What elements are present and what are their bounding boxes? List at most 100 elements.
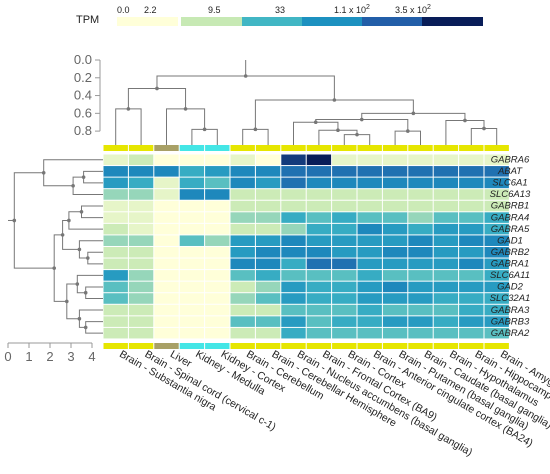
heatmap-cell xyxy=(332,177,357,189)
gene-label: SLC6A13 xyxy=(490,189,531,200)
heatmap-cell xyxy=(433,293,459,304)
heatmap-cell xyxy=(179,270,205,281)
heatmap-cell xyxy=(306,246,332,258)
dendro-link xyxy=(254,99,414,130)
heatmap-cell xyxy=(433,212,459,223)
heatmap-cell xyxy=(484,246,509,258)
heatmap-cell xyxy=(459,177,484,189)
gene-label: GAD2 xyxy=(497,282,524,293)
heatmap-cell xyxy=(255,246,281,258)
heatmap-cell xyxy=(459,258,484,270)
left-axis-label: 3 xyxy=(67,349,74,364)
row-dendro-link xyxy=(78,240,103,259)
gene-labels: GABRA6ABATSLC6A1SLC6A13GABRB1GABRA4GABRA… xyxy=(490,155,531,339)
heatmap-cell xyxy=(332,223,357,235)
heatmap-cell xyxy=(154,200,179,212)
dendro-node xyxy=(359,117,364,122)
heatmap-cell xyxy=(103,258,128,270)
heatmap-cell xyxy=(230,154,255,166)
heatmap-cell xyxy=(306,212,332,223)
gene-label: SLC6A11 xyxy=(490,270,530,281)
heatmap-cell xyxy=(357,304,382,316)
tissue-group-bar-top xyxy=(459,145,484,151)
heatmap-cell xyxy=(230,212,255,223)
top-axis-label: 0.4 xyxy=(74,88,92,103)
heatmap-cell xyxy=(154,258,179,270)
heatmap-cell xyxy=(230,200,255,212)
heatmap-cell xyxy=(154,293,179,304)
tissue-group-bar-bottom xyxy=(205,343,230,349)
heatmap-cell xyxy=(459,223,484,235)
heatmap-cell xyxy=(382,258,408,270)
row-dendro-link xyxy=(53,234,67,302)
heatmap-cell xyxy=(433,304,459,316)
heatmap-cell xyxy=(230,235,255,246)
heatmap-cell xyxy=(357,212,382,223)
heatmap-cell xyxy=(484,327,509,339)
heatmap-cell xyxy=(484,200,509,212)
row-dendro-link xyxy=(78,309,103,328)
color-scale-legend: TPM 0.0 2.2 9.5 33 1.1 x 102 3.5 x 102 xyxy=(76,4,483,26)
heatmap-cell xyxy=(179,166,205,177)
heatmap-cell xyxy=(306,270,332,281)
heatmap-cell xyxy=(205,223,230,235)
heatmap-cell xyxy=(103,200,128,212)
heatmap-cell xyxy=(255,293,281,304)
heatmap-cell xyxy=(205,166,230,177)
heatmap-cell xyxy=(179,235,205,246)
heatmap-cell xyxy=(179,316,205,327)
heatmap-cell xyxy=(433,200,459,212)
heatmap-cell xyxy=(484,223,509,235)
heatmap-cell xyxy=(128,246,154,258)
heatmap-cell xyxy=(306,304,332,316)
heatmap-cell xyxy=(306,327,332,339)
heatmap-cell xyxy=(306,154,332,166)
tissue-group-bar-top xyxy=(332,145,357,151)
heatmap-cell xyxy=(230,281,255,293)
tissue-group-bar-bottom xyxy=(103,343,128,349)
heatmap-cell xyxy=(306,235,332,246)
heatmap-cell xyxy=(128,166,154,177)
dendro-link xyxy=(318,129,358,145)
heatmap-cell xyxy=(357,258,382,270)
legend-swatch xyxy=(302,17,363,26)
heatmap-cell xyxy=(433,223,459,235)
heatmap-cell xyxy=(255,189,281,200)
heatmap-cell xyxy=(484,235,509,246)
heatmap-cell xyxy=(357,246,382,258)
heatmap-cell xyxy=(281,177,306,189)
heatmap-cell xyxy=(332,270,357,281)
heatmap-cell xyxy=(281,327,306,339)
dendro-node xyxy=(355,132,359,137)
heatmap-cell xyxy=(459,304,484,316)
heatmap-cell xyxy=(433,258,459,270)
heatmap-cell xyxy=(332,258,357,270)
heatmap-cell xyxy=(205,304,230,316)
heatmap-cell xyxy=(433,327,459,339)
heatmap-cell xyxy=(357,154,382,166)
heatmap-cell xyxy=(255,200,281,212)
heatmap-cell xyxy=(382,166,408,177)
heatmap-cell xyxy=(357,270,382,281)
heatmap-cell xyxy=(255,258,281,270)
heatmap-cell xyxy=(306,166,332,177)
heatmap-cell xyxy=(408,223,433,235)
row-dendro-link xyxy=(85,286,103,299)
heatmap-cell xyxy=(205,246,230,258)
heatmap-cell xyxy=(128,235,154,246)
heatmap-cell xyxy=(103,316,128,327)
heatmap-cell xyxy=(205,281,230,293)
heatmap-cell xyxy=(128,189,154,200)
gene-label: GABRA1 xyxy=(491,259,530,270)
heatmap-cell xyxy=(205,327,230,339)
heatmap-cell xyxy=(484,293,509,304)
heatmap-cell xyxy=(408,212,433,223)
tissue-group-bar-top xyxy=(255,145,281,151)
tissue-group-bar-top xyxy=(357,145,382,151)
gene-label: GABRA6 xyxy=(491,155,530,166)
heatmap-cell xyxy=(281,246,306,258)
top-axis-label: 0.6 xyxy=(74,105,92,120)
heatmap-cell xyxy=(408,189,433,200)
heatmap-cell xyxy=(382,154,408,166)
